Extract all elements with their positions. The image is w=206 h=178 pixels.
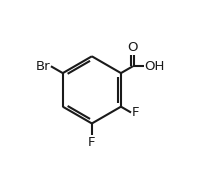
Text: OH: OH	[144, 60, 165, 73]
Text: F: F	[132, 106, 139, 119]
Text: Br: Br	[36, 60, 50, 73]
Text: F: F	[88, 136, 96, 149]
Text: O: O	[128, 41, 138, 54]
